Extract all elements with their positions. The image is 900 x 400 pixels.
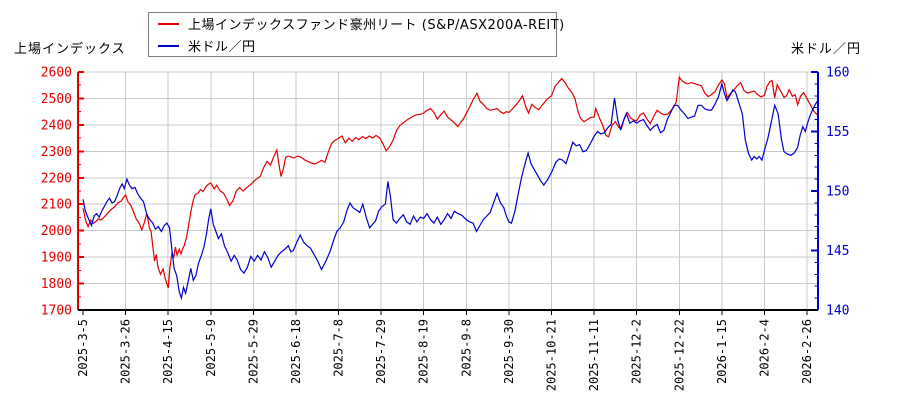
- red-line-swatch: [158, 22, 179, 25]
- left-axis-title: 上場インデックス: [14, 42, 126, 57]
- svg-text:2300: 2300: [41, 145, 72, 160]
- svg-text:2025-5-29: 2025-5-29: [246, 319, 260, 384]
- svg-text:145: 145: [826, 244, 849, 259]
- svg-text:2025-7-29: 2025-7-29: [374, 319, 388, 384]
- svg-text:2025-5-9: 2025-5-9: [204, 319, 218, 377]
- svg-text:2025-11-11: 2025-11-11: [587, 319, 601, 391]
- svg-text:1800: 1800: [41, 277, 72, 292]
- svg-text:2025-12-2: 2025-12-2: [630, 319, 644, 384]
- svg-text:160: 160: [826, 66, 849, 81]
- legend-box: 上場インデックスファンド豪州リート (S&P/ASX200A-REIT) 米ドル…: [148, 12, 564, 57]
- svg-text:2025-3-26: 2025-3-26: [119, 319, 133, 384]
- legend-item-usdjpy: 米ドル／円: [158, 36, 548, 55]
- svg-text:2025-12-22: 2025-12-22: [672, 319, 686, 391]
- svg-text:155: 155: [826, 125, 849, 140]
- svg-text:2025-6-18: 2025-6-18: [289, 319, 303, 384]
- svg-text:2026-1-15: 2026-1-15: [715, 319, 729, 384]
- svg-text:2025-9-30: 2025-9-30: [502, 319, 516, 384]
- svg-text:150: 150: [826, 185, 849, 200]
- svg-text:2600: 2600: [41, 66, 72, 81]
- svg-text:1900: 1900: [41, 251, 72, 266]
- svg-text:2025-9-8: 2025-9-8: [459, 319, 473, 377]
- svg-text:2025-7-8: 2025-7-8: [332, 319, 346, 377]
- svg-text:2000: 2000: [41, 224, 72, 239]
- svg-text:2400: 2400: [41, 118, 72, 133]
- svg-text:2025-4-15: 2025-4-15: [161, 319, 175, 384]
- legend-label-usdjpy: 米ドル／円: [188, 40, 256, 55]
- svg-text:2025-8-19: 2025-8-19: [417, 319, 431, 384]
- svg-text:2100: 2100: [41, 198, 72, 213]
- svg-text:2500: 2500: [41, 92, 72, 107]
- svg-text:2026-2-4: 2026-2-4: [757, 319, 771, 377]
- svg-text:140: 140: [826, 304, 849, 319]
- svg-text:1700: 1700: [41, 304, 72, 319]
- right-axis-title: 米ドル／円: [791, 42, 862, 57]
- blue-line-swatch: [158, 44, 179, 47]
- svg-text:2025-10-21: 2025-10-21: [544, 319, 558, 391]
- legend-item-reit-fund: 上場インデックスファンド豪州リート (S&P/ASX200A-REIT): [158, 14, 564, 33]
- svg-text:2026-2-26: 2026-2-26: [800, 319, 814, 384]
- legend-label-reit-fund: 上場インデックスファンド豪州リート (S&P/ASX200A-REIT): [188, 18, 565, 33]
- svg-text:2025-3-5: 2025-3-5: [76, 319, 90, 377]
- svg-text:2200: 2200: [41, 171, 72, 186]
